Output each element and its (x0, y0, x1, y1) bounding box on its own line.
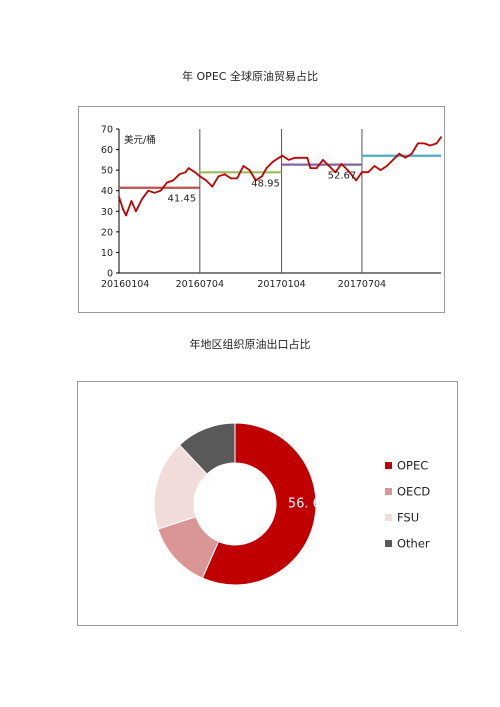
legend-label: Other (397, 537, 430, 551)
price-point (211, 185, 214, 188)
price-point (294, 156, 296, 159)
y-axis-label: 美元/桶 (124, 134, 156, 146)
line-chart: 0 10 20 30 40 50 60 70 美元/桶 20160104 20160704 20170… (101, 125, 442, 290)
price-point (166, 181, 168, 184)
price-point (322, 159, 324, 161)
price-point (423, 142, 425, 145)
price-point (217, 175, 220, 178)
price-point (373, 165, 376, 167)
x-tick-label: 20170704 (338, 279, 386, 290)
legend-swatch (385, 462, 392, 469)
price-series-line (118, 136, 442, 217)
price-point (309, 167, 312, 169)
legend-swatch (385, 514, 392, 521)
price-point (355, 179, 358, 182)
price-point (230, 177, 232, 180)
price-point (172, 179, 175, 182)
y-tick-label: 10 (101, 248, 113, 259)
price-point (130, 200, 133, 202)
legend-label: FSU (397, 511, 419, 525)
donut-slice-other (178, 422, 236, 475)
average-label: 48.95 (251, 178, 280, 189)
price-point (271, 161, 274, 163)
price-point (178, 173, 181, 176)
legend-swatch (385, 540, 392, 547)
y-tick-label: 60 (101, 145, 113, 156)
slice-data-label: 56. 6% (288, 496, 333, 511)
legend-label: OPEC (397, 459, 428, 473)
price-point (379, 169, 382, 171)
price-point (159, 189, 162, 192)
price-point (392, 159, 394, 161)
price-point (367, 171, 370, 174)
price-point (242, 165, 245, 167)
price-point (236, 177, 239, 180)
price-point (417, 142, 419, 145)
price-point (281, 154, 284, 157)
price-point (248, 169, 251, 171)
price-point (194, 171, 196, 174)
price-point (287, 159, 290, 161)
price-point (141, 198, 143, 200)
price-point (118, 196, 120, 198)
y-tick-label: 20 (101, 227, 113, 238)
price-point (404, 156, 407, 159)
price-point (435, 142, 438, 145)
y-tick-label: 30 (101, 207, 113, 218)
price-point (223, 173, 226, 176)
price-point (135, 210, 137, 213)
price-point (184, 171, 187, 174)
price-point (315, 167, 318, 169)
price-point (153, 191, 156, 194)
price-point (187, 167, 190, 169)
price-point (261, 175, 263, 178)
price-point (125, 214, 127, 217)
y-tick-label: 70 (101, 125, 113, 136)
price-point (265, 167, 268, 169)
y-tick-label: 40 (101, 186, 113, 197)
legend-label: OECD (397, 485, 430, 499)
donut-slice-opec (201, 422, 317, 586)
x-tick-label: 20160104 (101, 279, 149, 290)
price-point (334, 171, 337, 174)
price-point (398, 152, 401, 155)
chart-title-oil-price: 年 OPEC 全球原油贸易占比 (182, 70, 318, 83)
chart-title-export-share: 年地区组织原油出口占比 (189, 338, 311, 351)
price-point (361, 171, 363, 174)
price-point (147, 189, 150, 192)
price-point (306, 156, 309, 159)
donut-chart-frame: 56. 6% OPEC OECD FSU Other (77, 381, 458, 626)
x-tick-label: 20170104 (257, 279, 305, 290)
price-point (410, 152, 413, 155)
price-point (340, 163, 343, 165)
legend-swatch (385, 488, 392, 495)
price-point (328, 165, 330, 167)
y-tick-label: 50 (101, 166, 113, 177)
line-chart-frame: 0 10 20 30 40 50 60 70 美元/桶 20160104 20160704 20170… (78, 106, 445, 313)
price-point (278, 156, 280, 159)
price-point (122, 208, 124, 211)
price-point (346, 169, 349, 171)
donut-chart: 56. 6% OPEC OECD FSU Other (153, 422, 430, 586)
x-tick-label: 20160704 (176, 279, 224, 290)
price-point (198, 175, 201, 178)
price-point (429, 144, 432, 147)
average-label: 52.67 (328, 171, 357, 182)
y-tick-label: 0 (107, 269, 113, 280)
price-point (300, 156, 302, 159)
price-point (440, 136, 442, 139)
price-point (205, 179, 207, 182)
price-point (254, 179, 257, 182)
price-point (385, 165, 388, 167)
average-label: 41.45 (168, 194, 197, 205)
